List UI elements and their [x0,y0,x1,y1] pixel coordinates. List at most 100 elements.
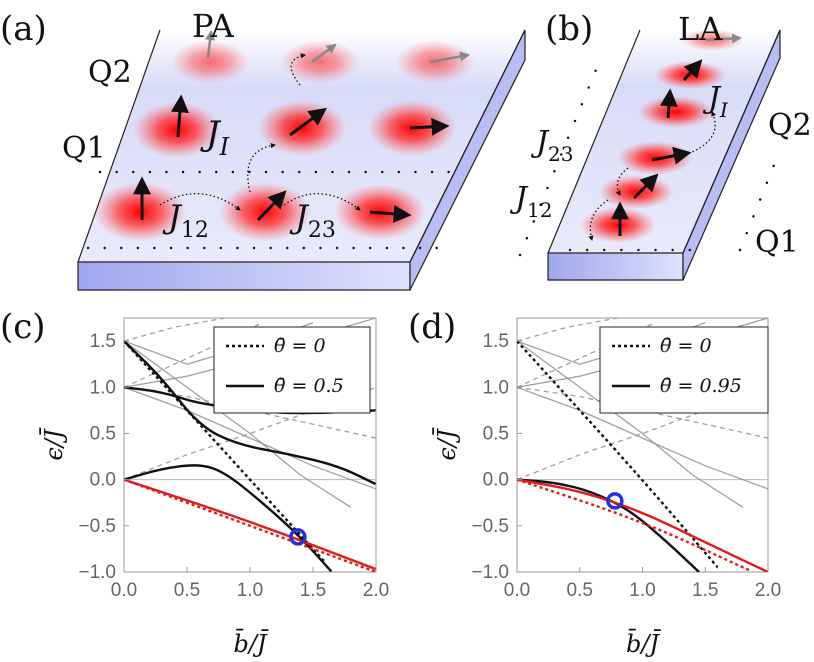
coupling-arc-i [247,143,277,193]
series-theta0_ground_black [124,340,327,564]
panel-tag: (c) [0,307,46,347]
excited-state-line [124,318,225,342]
y-tick-label: 0.0 [483,470,509,491]
excited-state-line [124,322,263,388]
coupling-arc-i2 [290,53,307,86]
label-j-inter-a: JI [200,114,230,161]
crossing-marker [289,528,307,546]
legend-label: θ̄ = 0 [274,335,326,357]
spin-spot [580,207,656,243]
x-tick-label: 0.5 [567,580,593,601]
x-tick-label: 1.0 [629,580,655,601]
legend-label: θ̄ = 0 [660,335,712,357]
spin-arrow [632,173,659,200]
slab-a-front [77,261,411,291]
series-theta0_ground_black [517,340,719,569]
x-axis-label: b̄/J̄ [233,629,269,658]
label-j23-b: J23 [530,125,573,166]
y-tick-label: 0.0 [90,470,116,491]
spin-arrow [705,33,742,44]
x-tick-label: 2.0 [755,580,781,601]
spin-arrow [659,88,678,119]
panel-tag: (d) [408,307,456,347]
x-tick-label: 0.0 [111,580,137,601]
spin-spot [598,175,674,209]
x-tick-label: 1.0 [237,580,263,601]
legend-box [213,326,371,414]
panel-a: (a) PA Q2 Q1 JI J12 J23 [0,7,526,291]
series-red_dotted [124,478,376,572]
spin-arrow [256,190,287,222]
row-label-q2-b: Q2 [768,108,812,143]
slab-b-front [547,252,684,281]
spin-arrow [409,117,450,136]
y-tick-label: 0.5 [90,423,116,444]
panel-tag-a: (a) [0,9,47,49]
legend-label: θ̄ = 0.95 [660,375,742,397]
x-tick-label: 1.5 [300,580,326,601]
row-label-q2-a: Q2 [88,55,132,90]
y-axis-label: ϵ/J̄ [433,427,461,461]
y-tick-label: −0.5 [78,516,116,537]
plot-area [124,318,376,572]
coupling-arc-12 [159,193,241,211]
lattice-dots-a [86,170,462,250]
panel-title-a: PA [192,7,235,45]
chart-c: 1.51.00.50.0−0.5−1.00.0 0.5 1.0 1.5 2.0b̄/J̄… [0,307,389,658]
y-tick-label: 1.5 [483,331,509,352]
spin-spot [133,102,221,158]
excited-state-line [124,386,376,490]
spin-arrow [369,204,412,223]
y-tick-label: −1.0 [471,562,509,583]
spin-spot [280,40,360,84]
y-tick-label: 1.5 [90,331,116,352]
series-theta05_black_lower [124,464,334,572]
y-axis-label: ϵ/J̄ [40,427,68,461]
x-tick-label: 2.0 [363,580,389,601]
spin-spot [94,182,186,242]
excited-state-line [124,340,352,508]
panel-b: (b) LA Q2 Q1 JI J23 J12 [509,9,812,281]
spin-arrow [429,51,470,64]
y-tick-label: 1.0 [90,377,116,398]
x-axis-label: b̄/J̄ [626,629,662,658]
y-tick-label: 0.5 [483,423,509,444]
crossing-marker [606,492,624,510]
series-theta05_black_upper [124,340,376,486]
excited-state-line [124,386,376,481]
spin-arrow [682,59,703,81]
label-j12-b: J12 [509,181,552,222]
y-tick-label: −0.5 [471,516,509,537]
coupling-arc-23-b [615,167,629,196]
spin-spot [638,96,714,128]
spin-arrow [289,107,327,137]
spin-spot [170,40,250,84]
coupling-arc-i-b [684,111,717,156]
excited-state-line [517,340,744,508]
x-tick-label: 0.5 [174,580,200,601]
spin-arrow [205,30,216,59]
chart-d: 1.51.00.50.0−0.5−1.00.0 0.5 1.0 1.5 2.0b̄/J̄… [408,307,781,658]
panel-title-b: LA [678,10,723,48]
excited-state-line [517,322,656,388]
legend-box [599,326,769,414]
spin-arrow [170,94,189,138]
x-tick-label: 1.5 [692,580,718,601]
series-red_solid [517,478,768,572]
row-label-q1-b: Q1 [755,225,799,260]
row-label-q1-a: Q1 [62,131,106,166]
y-tick-label: 1.0 [483,377,509,398]
spin-arrow [311,43,337,64]
label-j23-a: J23 [289,198,336,243]
panel-tag-b: (b) [545,9,593,49]
y-tick-label: −1.0 [78,562,116,583]
label-j12-a: J12 [162,198,209,243]
excited-state-line [517,386,768,481]
series-red_dotted [517,478,750,572]
legend-label: θ̄ = 0.5 [274,375,344,397]
x-tick-label: 0.0 [504,580,530,601]
excited-state-line [517,386,768,490]
spin-arrow [651,146,692,165]
coupling-arc-12-b [588,199,609,242]
